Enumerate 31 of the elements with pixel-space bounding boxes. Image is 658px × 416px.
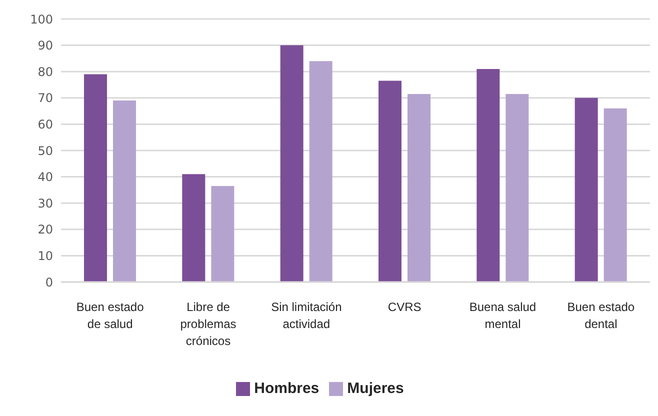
- y-tick-label: 50: [38, 144, 53, 158]
- bar: [604, 108, 627, 282]
- bar: [309, 61, 332, 282]
- bar: [476, 68, 500, 282]
- bar: [408, 94, 430, 282]
- y-tick-label: 70: [38, 91, 53, 106]
- bar: [378, 80, 402, 282]
- y-tick-label: 60: [38, 117, 53, 132]
- y-tick-label: 90: [38, 38, 53, 53]
- x-tick-label: Libre de problemas crónicos: [180, 300, 236, 348]
- y-tick-label: 10: [38, 248, 53, 263]
- y-tick-label: 30: [38, 196, 53, 210]
- y-tick-label: 100: [30, 12, 53, 26]
- legend-label: Hombres: [254, 380, 320, 397]
- bar: [182, 174, 206, 282]
- y-tick-label: 80: [38, 64, 53, 79]
- bar: [113, 100, 136, 282]
- bar: [506, 94, 529, 282]
- bar: [211, 186, 234, 282]
- x-tick-label: Buen estado de salud: [76, 300, 144, 331]
- x-tick-label: Buena salud mental: [469, 300, 536, 331]
- bar: [574, 98, 598, 282]
- y-tick-label: 0: [45, 275, 53, 290]
- x-tick-label: Buen estado dental: [567, 300, 635, 331]
- x-tick-label: CVRS: [388, 300, 422, 314]
- y-tick-label: 20: [38, 222, 53, 237]
- bar: [84, 74, 107, 282]
- y-tick-label: 40: [38, 170, 53, 184]
- legend-label: Mujeres: [347, 380, 404, 397]
- x-tick-label: Sin limitación actividad: [271, 300, 342, 331]
- bar: [280, 45, 304, 282]
